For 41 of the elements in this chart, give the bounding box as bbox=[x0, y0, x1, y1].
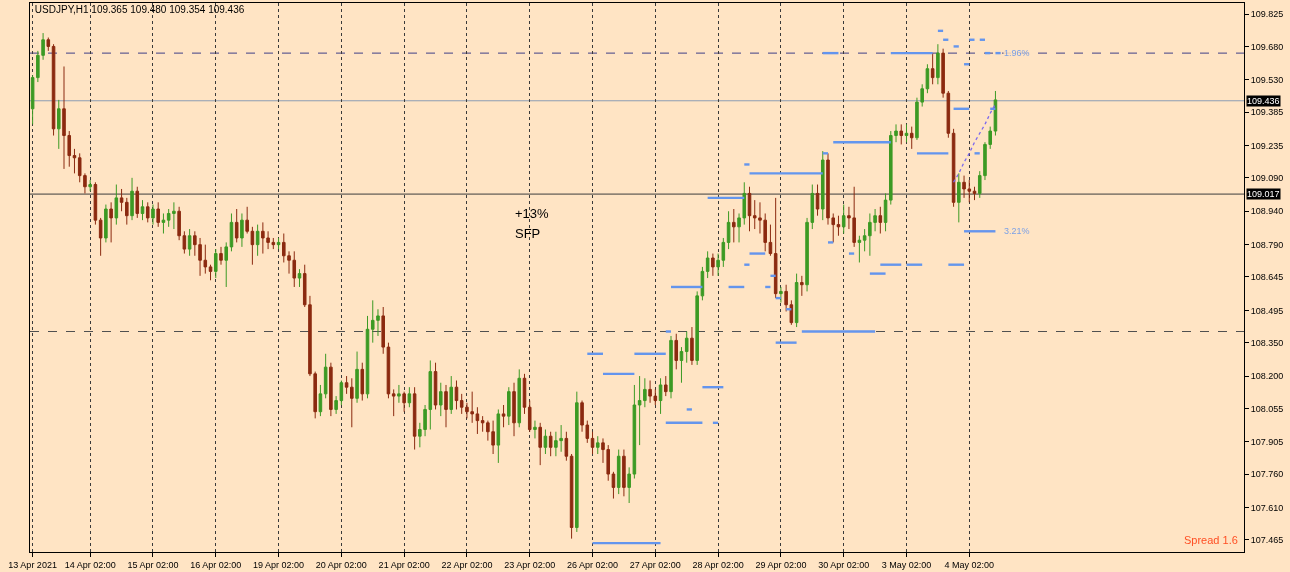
y-tick-label: 108.790 bbox=[1250, 239, 1284, 250]
y-tick-label: 109.680 bbox=[1250, 41, 1284, 52]
annotation: 3.21% bbox=[1004, 226, 1030, 236]
x-tick-label: 28 Apr 02:00 bbox=[692, 559, 744, 570]
y-tick-label: 109.090 bbox=[1250, 172, 1284, 183]
y-tick-label: 109.235 bbox=[1250, 140, 1284, 151]
chart-title: USDJPY,H1 109.365 109.480 109.354 109.436 bbox=[34, 3, 245, 15]
x-tick-label: 19 Apr 02:00 bbox=[253, 559, 305, 570]
annotation: SFP bbox=[515, 226, 541, 241]
y-tick-label: 108.495 bbox=[1250, 305, 1284, 316]
x-tick-label: 3 May 02:00 bbox=[881, 559, 932, 570]
x-tick-label: 4 May 02:00 bbox=[944, 559, 995, 570]
y-tick-label: 107.610 bbox=[1250, 502, 1284, 513]
x-tick-label: 13 Apr 2021 bbox=[8, 559, 57, 570]
annotation: Spread 1.6 bbox=[1184, 534, 1238, 546]
y-tick-label: 108.200 bbox=[1250, 371, 1284, 382]
ref-line-label: 109.436 bbox=[1247, 96, 1280, 106]
x-tick-label: 20 Apr 02:00 bbox=[315, 559, 367, 570]
y-tick-label: 108.055 bbox=[1250, 403, 1284, 414]
y-tick-label: 107.465 bbox=[1250, 534, 1284, 545]
ref-line-label: 109.017 bbox=[1247, 189, 1280, 199]
y-tick-label: 109.385 bbox=[1250, 107, 1284, 118]
y-tick-label: 107.760 bbox=[1250, 469, 1284, 480]
x-tick-label: 26 Apr 02:00 bbox=[567, 559, 619, 570]
x-tick-label: 30 Apr 02:00 bbox=[818, 559, 870, 570]
x-tick-label: 21 Apr 02:00 bbox=[378, 559, 430, 570]
x-tick-label: 22 Apr 02:00 bbox=[441, 559, 493, 570]
x-tick-label: 16 Apr 02:00 bbox=[190, 559, 242, 570]
y-tick-label: 107.905 bbox=[1250, 436, 1284, 447]
y-tick-label: 109.530 bbox=[1250, 74, 1284, 85]
x-tick-label: 23 Apr 02:00 bbox=[504, 559, 556, 570]
annotation: 1.96% bbox=[1004, 48, 1030, 58]
x-tick-label: 14 Apr 02:00 bbox=[64, 559, 116, 570]
annotation: +13% bbox=[515, 206, 550, 221]
y-tick-label: 108.350 bbox=[1250, 337, 1284, 348]
x-tick-label: 27 Apr 02:00 bbox=[629, 559, 681, 570]
y-tick-label: 109.825 bbox=[1250, 9, 1284, 20]
y-tick-label: 108.940 bbox=[1250, 206, 1284, 217]
x-tick-label: 15 Apr 02:00 bbox=[127, 559, 179, 570]
x-tick-label: 29 Apr 02:00 bbox=[755, 559, 807, 570]
y-tick-label: 108.645 bbox=[1250, 272, 1284, 283]
